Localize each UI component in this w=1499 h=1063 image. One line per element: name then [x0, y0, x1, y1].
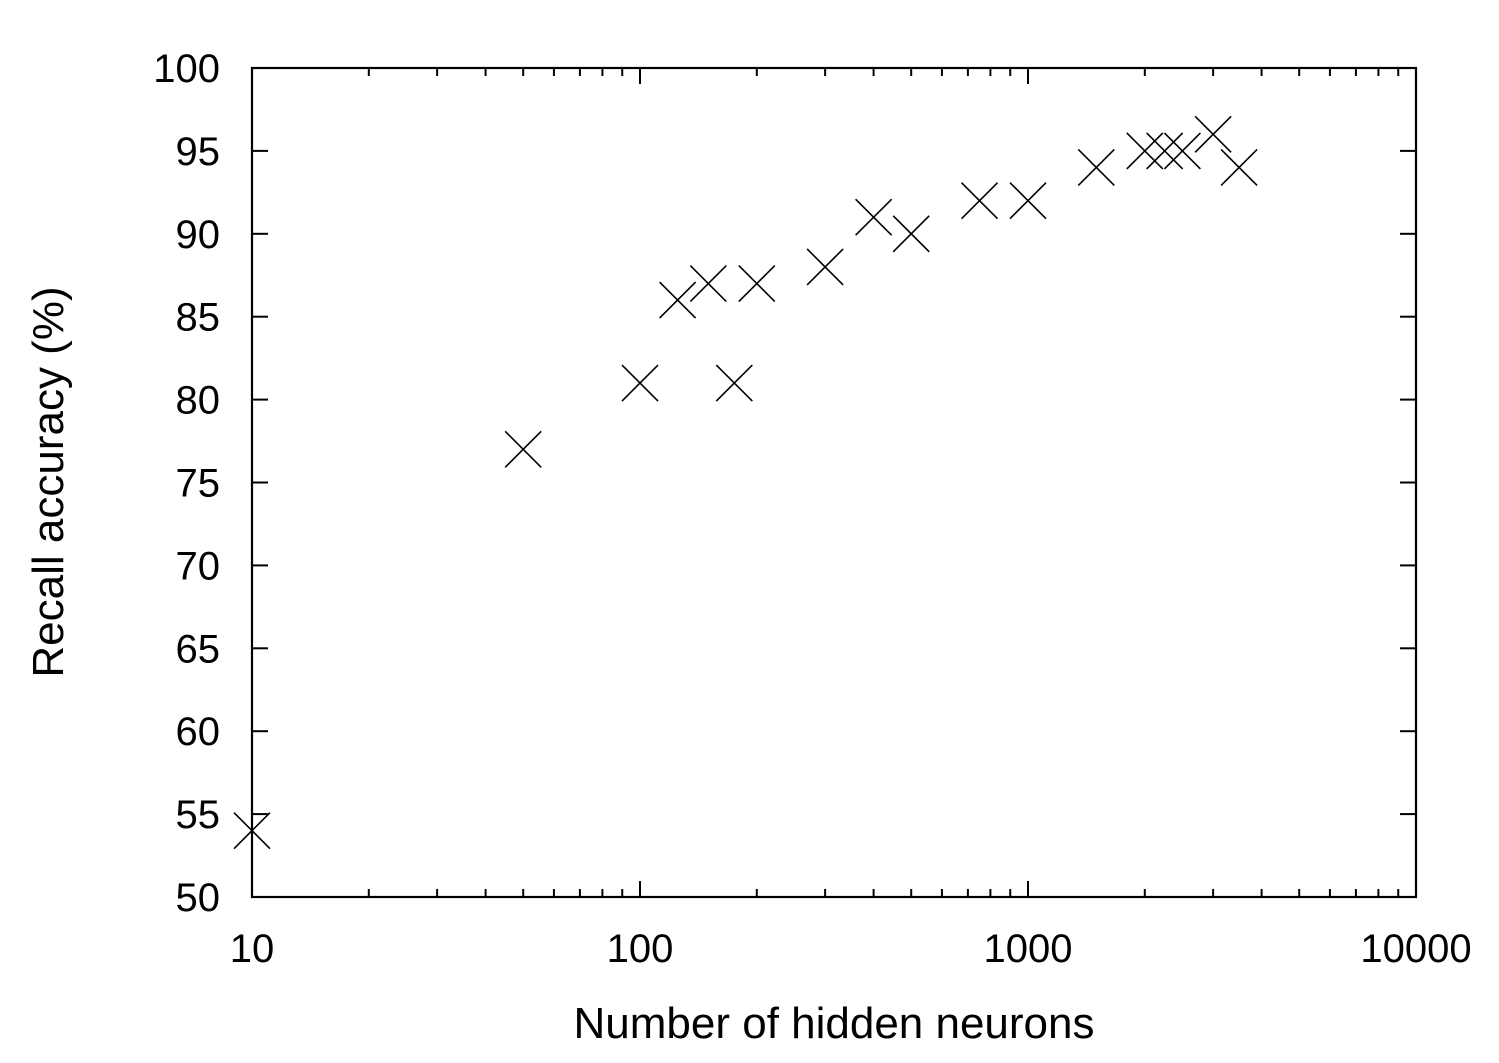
y-axis-title: Recall accuracy (%) — [24, 286, 73, 677]
axis-tick-labels: 50 55 60 65 70 75 80 85 90 95 100 10 100 1000 10000 — [153, 47, 1471, 971]
data-point — [689, 264, 727, 303]
data-points — [233, 115, 1258, 850]
data-point — [1163, 132, 1201, 170]
x-tick-label: 10000 — [1360, 927, 1471, 971]
y-tick-label: 85 — [176, 296, 221, 340]
y-tick-label: 65 — [176, 627, 221, 671]
y-tick-label: 60 — [176, 710, 221, 754]
data-point — [659, 281, 697, 319]
axis-ticks — [251, 67, 1417, 898]
y-tick-label: 70 — [176, 544, 221, 588]
x-tick-label: 10 — [230, 927, 275, 971]
data-point — [621, 364, 659, 402]
y-tick-label: 100 — [153, 47, 220, 91]
data-point — [1009, 182, 1047, 220]
data-point — [960, 182, 999, 220]
data-point — [1146, 132, 1184, 170]
data-point — [504, 430, 542, 468]
data-point — [233, 812, 271, 850]
x-tick-label: 100 — [607, 927, 674, 971]
y-tick-label: 80 — [176, 379, 221, 423]
y-tick-label: 50 — [176, 876, 221, 920]
data-point — [806, 248, 844, 286]
y-tick-label: 75 — [176, 462, 221, 506]
data-point — [1194, 115, 1232, 153]
data-point — [1126, 132, 1164, 170]
y-tick-label: 90 — [176, 213, 221, 257]
x-tick-label: 1000 — [984, 927, 1073, 971]
y-tick-label: 95 — [176, 130, 221, 174]
x-axis-title: Number of hidden neurons — [574, 999, 1095, 1048]
data-point — [855, 198, 893, 236]
data-point — [1077, 148, 1115, 187]
data-point — [738, 264, 776, 303]
plot-frame — [250, 66, 1418, 899]
data-point — [1220, 148, 1258, 187]
data-point — [892, 215, 930, 253]
y-tick-label: 55 — [176, 793, 221, 837]
data-point — [715, 364, 753, 402]
